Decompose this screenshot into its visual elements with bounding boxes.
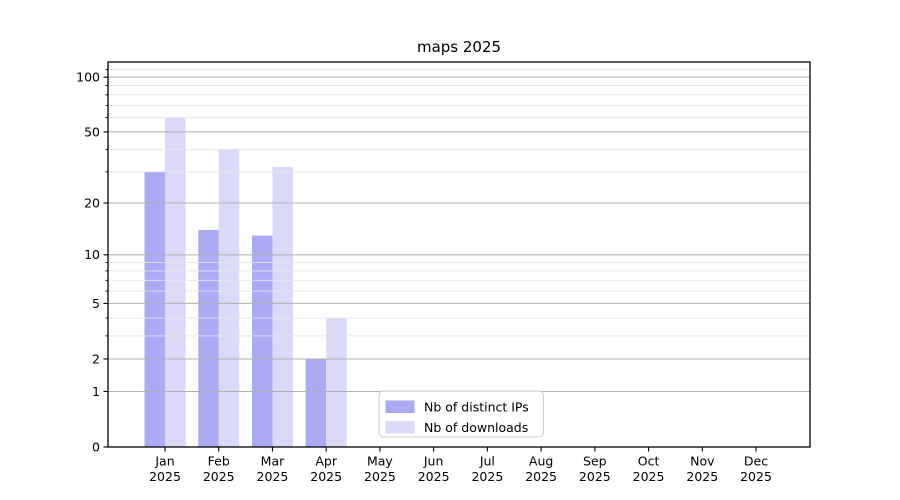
y-tick-label-50: 50 — [84, 124, 100, 139]
bars-layer — [144, 117, 347, 448]
bar-downloads-jan — [165, 117, 186, 448]
axis-layer: 0 1 2 5 10 20 50 100 Jan 2025 Feb 2025 Mar 2025 Apr 202… — [76, 61, 811, 485]
chart-title: maps 2025 — [417, 38, 501, 56]
legend-box — [378, 390, 544, 438]
y-tick-label-1: 1 — [92, 384, 100, 399]
legend: Nb of distinct IPs Nb of downloads — [378, 390, 544, 438]
bar-downloads-apr — [326, 318, 347, 447]
y-tick-label-2: 2 — [92, 351, 100, 366]
bar-downloads-mar — [272, 166, 293, 448]
y-tick-label-10: 10 — [84, 247, 100, 262]
legend-swatch-distinct-ips-icon — [385, 400, 415, 413]
x-tick-label-feb: Feb 2025 — [203, 454, 235, 485]
y-tick-label-0: 0 — [92, 439, 100, 454]
x-tick-label-mar: Mar 2025 — [257, 454, 289, 485]
x-tick-label-may: May 2025 — [364, 454, 396, 485]
x-tick-label-jul: Jul 2025 — [471, 454, 503, 485]
x-tick-label-apr: Apr 2025 — [310, 454, 342, 485]
bar-distinct-ips-jan — [144, 171, 165, 448]
bar-distinct-ips-feb — [198, 229, 219, 447]
x-tick-label-jan: Jan 2025 — [149, 454, 181, 485]
bar-distinct-ips-apr — [305, 358, 327, 447]
x-tick-label-aug: Aug 2025 — [525, 454, 557, 485]
y-tick-label-5: 5 — [92, 296, 100, 311]
legend-swatch-downloads-icon — [385, 421, 415, 434]
x-tick-label-dec: Dec 2025 — [740, 454, 772, 485]
y-tick-label-100: 100 — [76, 70, 100, 85]
x-tick-label-sep: Sep 2025 — [579, 454, 611, 485]
bar-distinct-ips-mar — [251, 235, 273, 447]
grid-layer — [108, 69, 810, 392]
y-tick-label-20: 20 — [84, 195, 100, 210]
legend-label-downloads: Nb of downloads — [424, 420, 528, 435]
bar-downloads-feb — [218, 149, 240, 447]
x-tick-label-oct: Oct 2025 — [633, 454, 665, 485]
legend-label-distinct-ips: Nb of distinct IPs — [424, 400, 529, 415]
x-tick-label-jun: Jun 2025 — [418, 454, 450, 485]
x-tick-label-nov: Nov 2025 — [686, 454, 718, 485]
